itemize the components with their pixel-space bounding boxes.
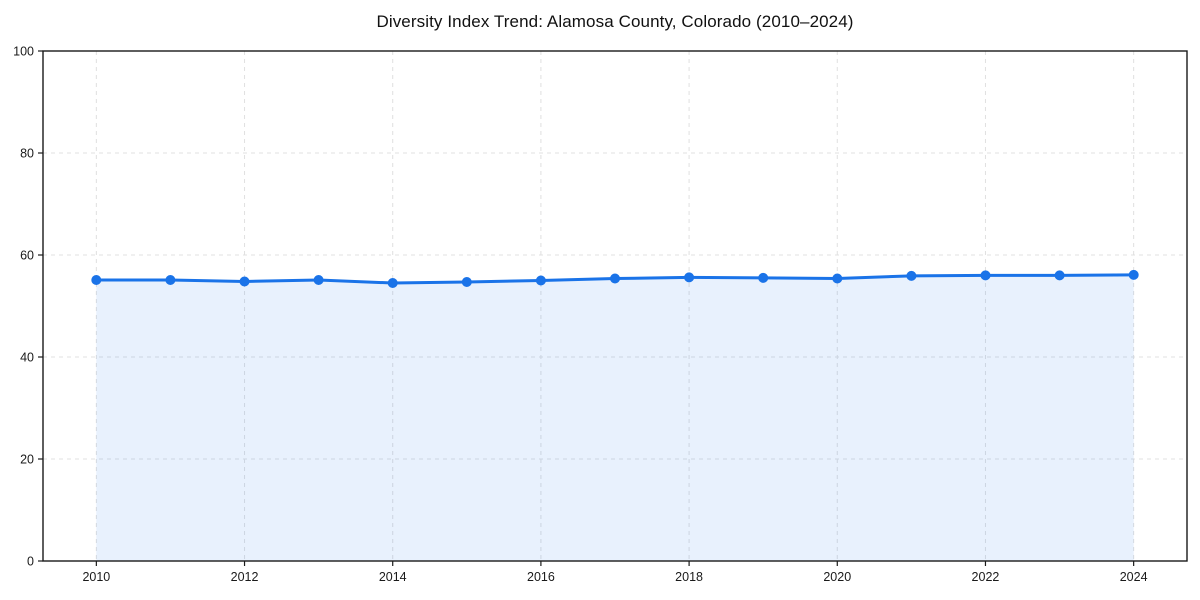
x-tick-label: 2010 [82, 570, 110, 584]
x-tick-label: 2012 [231, 570, 259, 584]
data-point-2021 [906, 270, 917, 281]
x-tick-label: 2020 [823, 570, 851, 584]
data-point-2011 [165, 275, 176, 285]
data-point-2010 [91, 275, 102, 285]
y-tick-label: 60 [20, 248, 34, 262]
y-tick-label: 0 [27, 554, 34, 568]
data-point-2020 [832, 273, 843, 284]
x-tick-label: 2018 [675, 570, 703, 584]
y-tick-label: 80 [20, 146, 34, 160]
data-point-2013 [313, 275, 324, 285]
data-point-2016 [535, 275, 546, 286]
x-tick-label: 2016 [527, 570, 555, 584]
data-point-2014 [387, 278, 398, 288]
chart-title: Diversity Index Trend: Alamosa County, C… [376, 12, 854, 31]
y-tick-label: 40 [20, 350, 34, 364]
data-point-2015 [461, 277, 472, 287]
x-tick-label: 2014 [379, 570, 407, 584]
x-tick-label: 2024 [1120, 570, 1148, 584]
y-tick-label: 20 [20, 452, 34, 466]
plot-border [42, 50, 1188, 562]
area-fill [96, 274, 1134, 561]
data-point-2012 [239, 276, 250, 287]
y-tick-label: 100 [13, 44, 34, 58]
x-tick-label: 2022 [972, 570, 1000, 584]
data-point-2018 [684, 272, 695, 283]
data-point-2017 [610, 273, 620, 284]
data-point-2019 [758, 272, 769, 283]
data-point-2022 [980, 270, 991, 281]
data-point-2023 [1054, 270, 1065, 281]
data-point-2024 [1128, 269, 1139, 280]
